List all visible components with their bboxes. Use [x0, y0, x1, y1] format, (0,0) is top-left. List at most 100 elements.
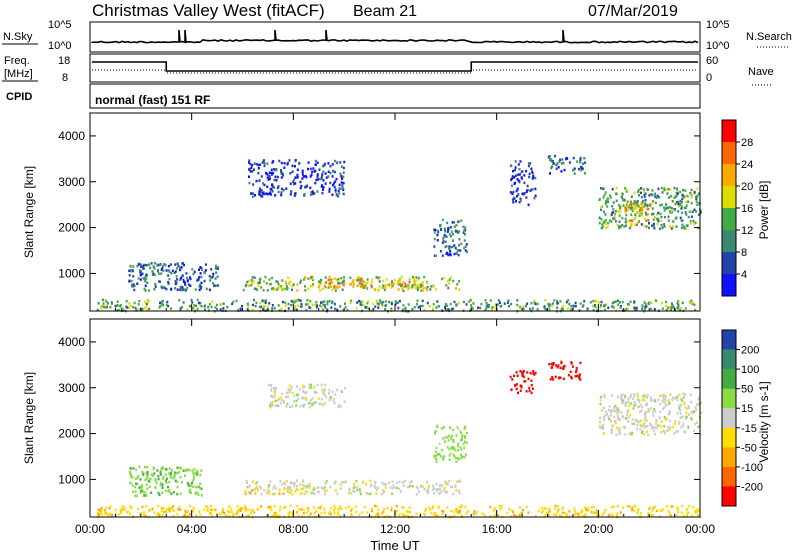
power-cell: [316, 304, 319, 307]
power-cell: [105, 300, 108, 303]
power-cell: [384, 284, 387, 287]
velocity-cell: [531, 387, 534, 390]
power-cell: [440, 227, 443, 231]
power-cell: [151, 270, 154, 273]
velocity-cell: [176, 466, 179, 469]
velocity-cell: [324, 402, 327, 405]
velocity-cell: [358, 488, 361, 491]
velocity-cell: [684, 406, 687, 409]
velocity-cell: [398, 513, 401, 516]
velocity-cell: [406, 514, 409, 518]
power-cell: [208, 275, 211, 278]
power-cell: [103, 305, 106, 309]
power-cell: [547, 302, 550, 306]
power-cell: [311, 170, 314, 174]
power-cell: [196, 307, 199, 311]
velocity-cell: [561, 507, 564, 511]
power-cell: [183, 263, 185, 267]
velocity-cell: [171, 469, 174, 472]
velocity-cell: [509, 375, 512, 379]
velocity-cell: [138, 465, 141, 469]
cpid-panel: CPID normal (fast) 151 RF: [6, 83, 701, 109]
velocity-cell: [247, 491, 250, 494]
velocity-cell: [369, 492, 372, 496]
power-cell: [304, 289, 307, 292]
velocity-cell: [642, 395, 645, 398]
power-cell: [266, 192, 269, 196]
power-cell: [594, 305, 597, 309]
power-cell: [131, 269, 134, 273]
velocity-cell: [596, 514, 599, 518]
power-cell: [163, 263, 166, 266]
velocity-cell: [458, 509, 461, 513]
velocity-cell: [562, 365, 565, 369]
power-cell: [362, 284, 365, 288]
velocity-cell: [311, 397, 314, 400]
power-cell: [603, 193, 606, 197]
velocity-cell: [630, 402, 632, 405]
power-cell: [569, 308, 572, 312]
power-cell: [334, 289, 337, 292]
power-cell: [526, 302, 529, 305]
power-cell: [668, 206, 671, 209]
power-cell: [216, 275, 219, 278]
velocity-cell: [308, 482, 311, 486]
power-cell: [609, 196, 612, 199]
power-cell: [605, 303, 608, 306]
power-cell: [441, 218, 444, 222]
power-cell: [153, 273, 156, 277]
power-cell: [544, 307, 547, 311]
velocity-cell: [365, 492, 368, 495]
velocity-cell: [288, 491, 291, 495]
power-cell: [361, 285, 364, 289]
power-cell: [349, 283, 352, 286]
velocity-cell: [385, 483, 388, 486]
velocity-cell: [405, 509, 408, 513]
power-cell: [534, 187, 537, 191]
power-cell: [205, 263, 207, 266]
power-cell: [321, 173, 324, 176]
power-cell: [470, 304, 473, 307]
power-cell: [613, 217, 616, 220]
power-cell: [618, 204, 621, 207]
power-cell: [446, 279, 449, 283]
velocity-cell: [250, 511, 252, 515]
velocity-cell: [290, 386, 293, 389]
velocity-cell: [145, 494, 148, 497]
power-cell: [447, 253, 450, 257]
velocity-cell: [445, 481, 448, 484]
velocity-cell: [192, 477, 195, 480]
velocity-cell: [579, 361, 582, 365]
power-cell: [326, 300, 329, 303]
velocity-cell: [438, 484, 441, 487]
power-cell: [289, 172, 292, 175]
power-cell: [625, 220, 628, 224]
power-cell: [690, 222, 692, 225]
velocity-cell: [274, 492, 277, 496]
power-cell: [452, 233, 454, 236]
velocity-cell: [200, 494, 203, 497]
velocity-cell: [590, 511, 593, 514]
velocity-cell: [613, 409, 616, 413]
velocity-cell: [179, 476, 182, 479]
power-cell: [371, 278, 374, 281]
velocity-cell: [637, 405, 639, 409]
velocity-cell: [676, 398, 679, 402]
nsearch-label: N.Search: [746, 31, 792, 43]
power-cell: [695, 200, 698, 204]
velocity-cell: [675, 513, 678, 516]
power-cell: [554, 154, 557, 158]
power-cell: [282, 188, 285, 192]
power-cell: [592, 309, 595, 312]
velocity-cell: [519, 389, 522, 392]
velocity-cell: [644, 394, 647, 397]
velocity-cell: [423, 512, 426, 516]
velocity-cell: [433, 512, 436, 515]
power-cell: [259, 301, 262, 305]
power-cell: [660, 223, 663, 227]
power-cell: [341, 184, 344, 187]
power-cell: [296, 168, 299, 171]
velocity-cell: [621, 399, 624, 403]
velocity-cell: [334, 393, 337, 396]
power-cell: [194, 288, 197, 291]
